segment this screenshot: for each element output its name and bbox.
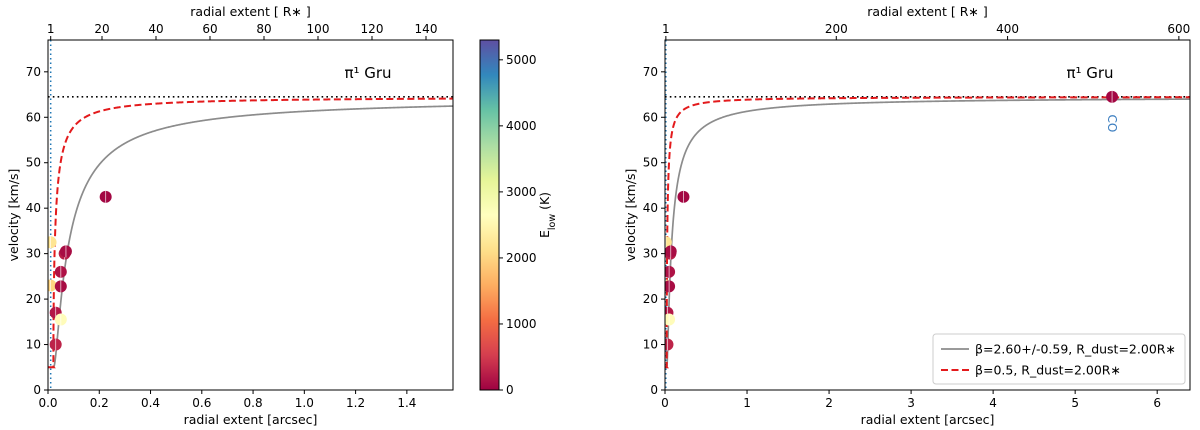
- y-axis-label: velocity [km/s]: [623, 169, 638, 262]
- x-tick-label: 1.4: [397, 396, 416, 410]
- y-tick-label: 10: [643, 338, 658, 352]
- x-tick-label: 0.2: [90, 396, 109, 410]
- star-label: π¹ Gru: [344, 64, 391, 82]
- y-tick-label: 60: [26, 110, 41, 124]
- left-panel: 0.0 0.2 0.4 0.6 0.8 1.0 1.2 1.4 0 10 20 30 40 50 60 70 1…: [6, 4, 454, 427]
- y-tick-label: 60: [643, 110, 658, 124]
- x2-tick-label: 60: [202, 22, 217, 36]
- x-tick-label: 4: [989, 396, 997, 410]
- y-tick-label: 50: [26, 156, 41, 170]
- axes-frame: [47, 39, 454, 391]
- y-tick-label: 30: [26, 247, 41, 261]
- x2-tick-label: 20: [94, 22, 109, 36]
- data-point: [48, 279, 57, 292]
- beta-curve-1: [665, 98, 1190, 369]
- y-tick-label: 20: [26, 292, 41, 306]
- plot-area: [48, 40, 453, 390]
- colorbar-tick-label: 0: [506, 383, 514, 397]
- legend-label-1: β=2.60+/-0.59, R_dust=2.00R∗: [975, 342, 1176, 357]
- x-tick-label: 1: [743, 396, 751, 410]
- x-tick-label: 1.0: [295, 396, 314, 410]
- data-point: [665, 280, 676, 293]
- x2-tick-label: 80: [256, 22, 271, 36]
- data-point: [665, 313, 676, 326]
- colorbar-tick-label: 4000: [506, 119, 537, 133]
- colorbar: 0 1000 2000 3000 4000 5000 Elow (K): [479, 39, 558, 397]
- plot-area: [665, 40, 1190, 390]
- x2-tick-label: 40: [148, 22, 163, 36]
- x2-tick-label: 100: [307, 22, 330, 36]
- colorbar-label: Elow (K): [537, 192, 558, 238]
- beta-curve-2: [665, 96, 1190, 369]
- y-tick-label: 40: [26, 201, 41, 215]
- legend: β=2.60+/-0.59, R_dust=2.00R∗ β=0.5, R_dus…: [932, 333, 1186, 385]
- data-point: [665, 236, 672, 249]
- colorbar-label-unit: (K): [537, 192, 552, 214]
- x-axis-label: radial extent [arcsec]: [861, 412, 995, 427]
- x-axis-label: radial extent [arcsec]: [184, 412, 318, 427]
- colorbar-tick-label: 3000: [506, 185, 537, 199]
- colorbar-tick-label: 2000: [506, 251, 537, 265]
- x2-tick-label: 400: [996, 22, 1019, 36]
- data-point: [48, 236, 57, 249]
- x2-tick-label: 200: [825, 22, 848, 36]
- x-tick-label: 0.0: [38, 396, 57, 410]
- x2-tick-label: 120: [361, 22, 384, 36]
- x2-tick-label: 1: [47, 22, 55, 36]
- y-tick-label: 10: [26, 338, 41, 352]
- co-annotation: CO: [1105, 114, 1119, 132]
- y-tick-label: 50: [643, 156, 658, 170]
- y-tick-label: 0: [650, 383, 658, 397]
- x-tick-label: 1.2: [346, 396, 365, 410]
- y-tick-label: 70: [26, 65, 41, 79]
- star-label: π¹ Gru: [1066, 64, 1113, 82]
- x-tick-label: 5: [1071, 396, 1079, 410]
- x-tick-label: 2: [825, 396, 833, 410]
- data-point: [665, 265, 676, 278]
- y-tick-label: 20: [643, 292, 658, 306]
- legend-label-2: β=0.5, R_dust=2.00R∗: [975, 363, 1121, 378]
- x-tick-label: 0.8: [244, 396, 263, 410]
- y-tick-label: 0: [33, 383, 41, 397]
- axes-frame: [664, 39, 1191, 391]
- y-tick-label: 70: [643, 65, 658, 79]
- colorbar-label-sub: low: [547, 214, 558, 230]
- colorbar-tick-label: 1000: [506, 317, 537, 331]
- colorbar-tick-label: 5000: [506, 53, 537, 67]
- x-tick-label: 3: [907, 396, 915, 410]
- colorbar-label-main: E: [537, 230, 552, 238]
- x-tick-label: 6: [1153, 396, 1161, 410]
- x2-tick-label: 1: [662, 22, 670, 36]
- beta-curve-2: [48, 97, 453, 369]
- y-axis-label: velocity [km/s]: [6, 169, 21, 262]
- x2-tick-label: 140: [415, 22, 438, 36]
- colorbar-bar: [479, 39, 500, 391]
- legend-box: [932, 333, 1186, 385]
- x-tick-label: 0.6: [192, 396, 211, 410]
- x-tick-label: 0.4: [141, 396, 160, 410]
- x2-tick-label: 600: [1167, 22, 1190, 36]
- x2-axis-label: radial extent [ R∗ ]: [867, 4, 987, 19]
- beta-curve-1: [48, 105, 453, 369]
- x-tick-label: 0: [661, 396, 669, 410]
- x2-axis-label: radial extent [ R∗ ]: [190, 4, 310, 19]
- y-tick-label: 30: [643, 247, 658, 261]
- y-tick-label: 40: [643, 201, 658, 215]
